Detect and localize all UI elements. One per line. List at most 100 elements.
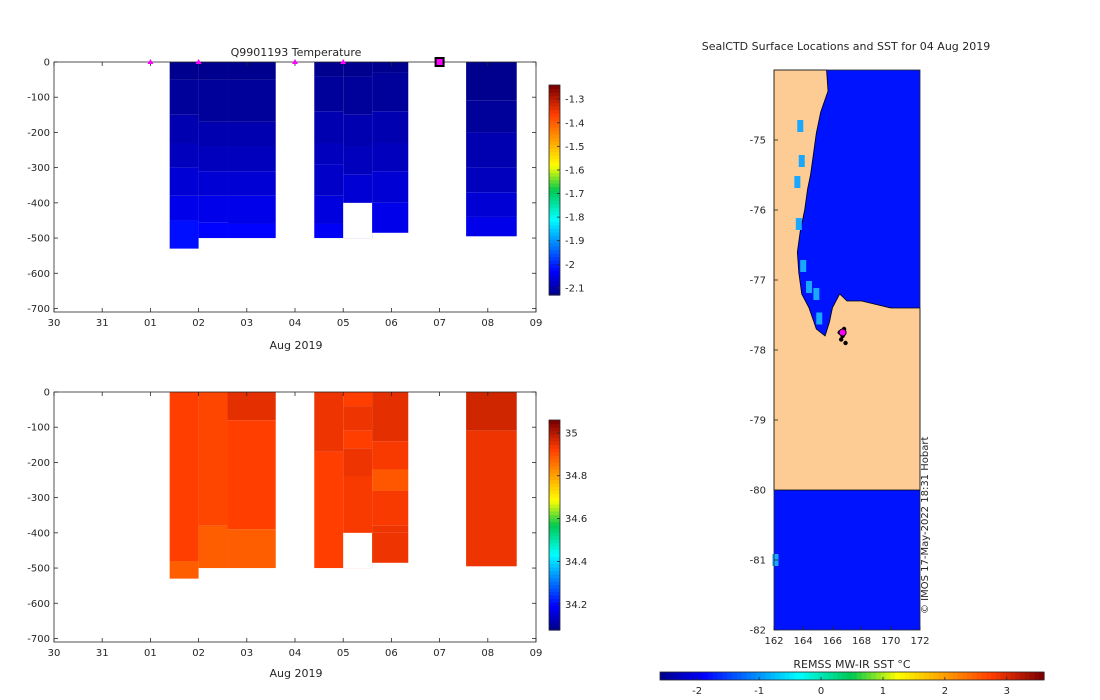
sst-colorbar-segment <box>818 672 824 680</box>
colorbar-segment <box>549 263 560 268</box>
colorbar-segment <box>549 584 560 589</box>
sst-map-panel: SealCTD Surface Locations and SST for 04… <box>659 40 1045 697</box>
sst-colorbar-segment <box>684 672 690 680</box>
colorbar-segment <box>549 239 560 244</box>
sst-colorbar-segment <box>885 672 891 680</box>
colorbar-segment <box>549 483 560 488</box>
profile-0-cell <box>169 62 199 80</box>
profile-5-cell <box>372 441 409 470</box>
map-y-tick-label: -81 <box>750 556 766 567</box>
profile-6-cell <box>466 216 517 237</box>
colorbar-frame <box>548 84 561 296</box>
profile-5-cell <box>372 532 409 563</box>
coastal-sst-cell <box>816 312 823 325</box>
salinity-panel: 30 31 01 02 03 04 05 06 07 08 09 0 -100 -200 -300 -400 -… <box>27 388 587 681</box>
colorbar-segment <box>549 455 560 460</box>
y-tick-label: -300 <box>27 493 50 504</box>
colorbar-segment <box>549 490 560 495</box>
profile-3-cell <box>314 392 344 452</box>
x-tick-label: 30 <box>48 318 61 329</box>
coastal-sst-cell <box>813 288 820 300</box>
colorbar-segment <box>549 99 560 104</box>
profile-5-cell <box>372 171 409 203</box>
sst-colorbar-segment <box>688 672 695 680</box>
x-tick-label: 05 <box>337 318 350 329</box>
sst-colorbar-segment <box>1015 672 1021 680</box>
sst-colorbar-segment <box>1024 672 1031 680</box>
sst-colorbar-segment <box>789 672 795 680</box>
profile-3-cell <box>314 62 344 77</box>
profile-marker <box>340 59 347 64</box>
y-tick-label: 0 <box>44 388 50 399</box>
x-tick-label: 09 <box>530 648 543 659</box>
colorbar-segment <box>549 130 560 135</box>
sst-colorbar-segment <box>813 672 819 680</box>
profile-2-cell <box>227 420 276 530</box>
profile-1-cell <box>198 121 228 147</box>
colorbar-segment <box>549 249 560 254</box>
colorbar-segment <box>549 235 560 240</box>
sst-colorbar-segment <box>962 672 968 680</box>
temperature-panel: Q9901193 Temperature 30 31 01 02 03 04 05 06 07 0… <box>27 46 584 352</box>
sst-colorbar-segment <box>1029 672 1035 680</box>
colorbar-segment <box>549 500 560 505</box>
colorbar-segment <box>549 581 560 586</box>
profile-1-cell <box>198 222 228 239</box>
colorbar-segment <box>549 514 560 519</box>
colorbar-segment <box>549 232 560 237</box>
colorbar-segment <box>549 169 560 174</box>
y-tick-label: -300 <box>27 163 50 174</box>
sst-colorbar-tick-label: 2 <box>942 686 948 697</box>
sst-colorbar-tick-label: 3 <box>1004 686 1010 697</box>
profile-5-cell <box>372 62 409 73</box>
sst-colorbar-tick-label: -2 <box>692 686 702 697</box>
sst-colorbar-segment <box>717 672 723 680</box>
profile-2-cell <box>227 195 276 224</box>
colorbar-segment <box>549 476 560 481</box>
sst-colorbar-segment <box>1000 672 1007 680</box>
sst-colorbar-segment <box>986 672 992 680</box>
colorbar-segment <box>549 102 560 107</box>
colorbar-segment <box>549 148 560 153</box>
profile-3-cell <box>314 164 344 196</box>
profile-4-cell <box>343 146 373 175</box>
profile-2-cell <box>227 62 276 80</box>
x-tick-label: 04 <box>289 318 302 329</box>
sst-colorbar-segment <box>770 672 776 680</box>
colorbar-segment <box>549 88 560 93</box>
y-tick-label: -600 <box>27 599 50 610</box>
colorbar-segment <box>549 92 560 97</box>
map-y-tick-label: -80 <box>750 486 766 497</box>
sst-colorbar-segment <box>1010 672 1016 680</box>
sst-colorbar-segment <box>952 672 959 680</box>
sst-colorbar-segment <box>784 672 791 680</box>
map-plot-area: 162 164 166 168 170 172 -75 -76 -77 -78 -79 -80 -81 -… <box>750 69 930 647</box>
y-tick-label: -500 <box>27 234 50 245</box>
sst-colorbar-segment <box>890 672 896 680</box>
y-tick-label: -400 <box>27 528 50 539</box>
x-tick-label: 31 <box>96 648 109 659</box>
colorbar-segment <box>549 253 560 258</box>
profile-4-cell <box>343 430 373 449</box>
sst-colorbar-segment <box>972 672 978 680</box>
profile-6-cell <box>466 100 517 133</box>
salinity-plot-area: 30 31 01 02 03 04 05 06 07 08 09 0 -100 -200 -300 -400 -… <box>27 388 542 660</box>
sst-colorbar-segment <box>828 672 834 680</box>
salinity-colorbar: 35 34.8 34.6 34.4 34.2 <box>548 419 587 631</box>
sst-colorbar-segment <box>698 672 704 680</box>
profile-1-cell <box>198 146 228 172</box>
colorbar-segment <box>549 497 560 502</box>
axes-frame <box>53 61 537 313</box>
profile-0-cell <box>169 220 199 249</box>
sst-colorbar-segment <box>775 672 781 680</box>
colorbar-segment <box>549 619 560 624</box>
colorbar-segment <box>549 144 560 149</box>
colorbar-segment <box>549 518 560 523</box>
colorbar-frame <box>548 419 561 631</box>
sst-colorbar-segment <box>938 672 944 680</box>
profile-3-cell <box>314 142 344 165</box>
sst-colorbar-segment <box>751 672 757 680</box>
colorbar-segment <box>549 616 560 621</box>
map-y-tick-label: -76 <box>750 206 766 217</box>
colorbar-segment <box>549 444 560 449</box>
